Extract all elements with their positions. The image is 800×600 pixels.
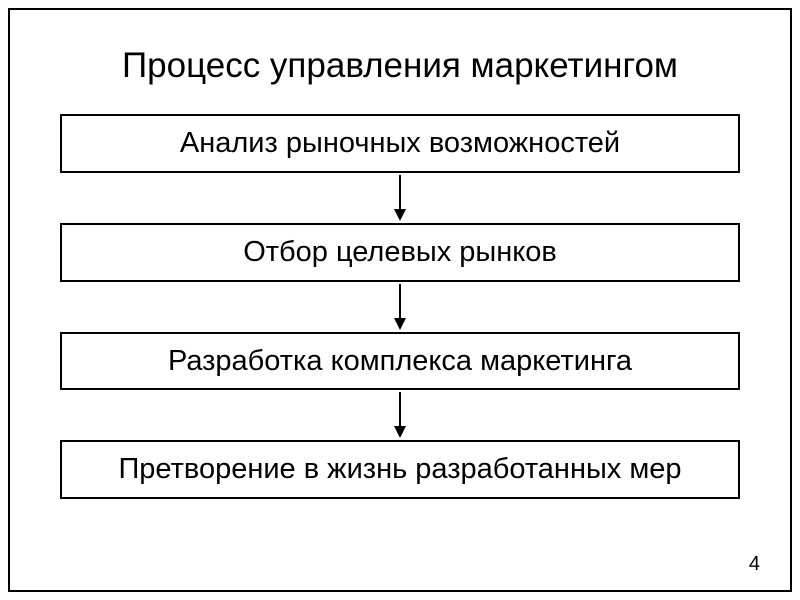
flow-node-4: Претворение в жизнь разработанных мер xyxy=(60,440,740,499)
flow-node-2: Отбор целевых рынков xyxy=(60,223,740,282)
slide-content: Процесс управления маркетингом Анализ ры… xyxy=(10,10,790,590)
flow-node-3: Разработка комплекса маркетинга xyxy=(60,332,740,391)
slide-title: Процесс управления маркетингом xyxy=(122,46,678,86)
page-number: 4 xyxy=(749,553,760,576)
slide-frame: Процесс управления маркетингом Анализ ры… xyxy=(8,8,792,592)
flow-arrow-1 xyxy=(60,173,740,223)
flow-node-1: Анализ рыночных возможностей xyxy=(60,114,740,173)
arrow-down-icon xyxy=(390,390,410,440)
arrow-down-icon xyxy=(390,173,410,223)
flow-arrow-3 xyxy=(60,390,740,440)
arrow-down-icon xyxy=(390,282,410,332)
flow-arrow-2 xyxy=(60,282,740,332)
